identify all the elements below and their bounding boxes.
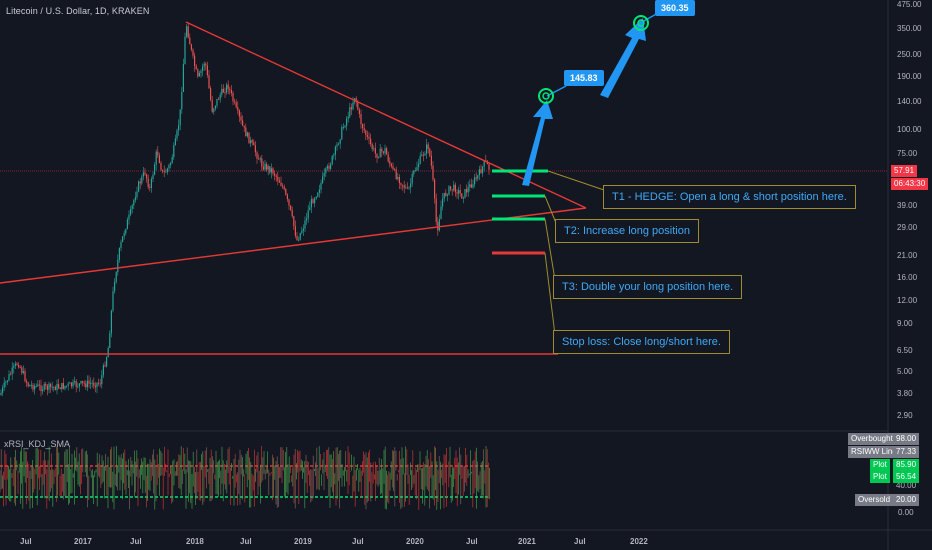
badge-label: Plot xyxy=(870,471,890,483)
target-2-tag[interactable]: 360.35 xyxy=(655,0,695,16)
time-label: 2019 xyxy=(294,537,312,546)
callout-t1[interactable]: T1 - HEDGE: Open a long & short position… xyxy=(603,185,856,209)
time-label: Jul xyxy=(20,537,32,546)
price-tick: 250.00 xyxy=(897,50,922,59)
badge-label: Oversold xyxy=(855,494,894,506)
badge-label: RSIWW Line xyxy=(848,446,900,458)
candlestick-series xyxy=(0,22,490,397)
badge-value: 98.00 xyxy=(893,433,920,445)
time-label: 2021 xyxy=(518,537,536,546)
target-1-connector xyxy=(546,85,567,97)
target-2-icon[interactable] xyxy=(633,15,649,31)
price-tick: 75.00 xyxy=(897,149,918,158)
badge-value: 85.90 xyxy=(893,459,920,471)
price-tick: 5.00 xyxy=(897,367,913,376)
time-label: Jul xyxy=(574,537,586,546)
indicator-tick: 40.00 xyxy=(896,481,917,490)
price-tick: 16.00 xyxy=(897,273,918,282)
price-tick: 3.80 xyxy=(897,389,913,398)
indicator-series xyxy=(0,446,490,510)
target-1-icon[interactable] xyxy=(538,88,554,104)
price-tick: 475.00 xyxy=(897,0,922,9)
badge-value: 20.00 xyxy=(893,494,920,506)
price-tick: 140.00 xyxy=(897,97,922,106)
callout-stop-loss[interactable]: Stop loss: Close long/short here. xyxy=(553,330,730,354)
time-label: 2022 xyxy=(630,537,648,546)
t2-leader xyxy=(544,195,557,224)
price-tick: 190.00 xyxy=(897,72,922,81)
price-tick: 29.00 xyxy=(897,223,918,232)
stop-loss-leader xyxy=(544,252,556,336)
time-label: Jul xyxy=(466,537,478,546)
price-tick: 2.90 xyxy=(897,411,913,420)
price-tick: 21.00 xyxy=(897,251,918,260)
indicator-tick: 0.00 xyxy=(898,508,914,517)
price-tick: 9.00 xyxy=(897,319,913,328)
target-1-tag[interactable]: 145.83 xyxy=(564,70,604,86)
price-tick: 12.00 xyxy=(897,296,918,305)
time-label: 2018 xyxy=(186,537,204,546)
price-tick: 100.00 xyxy=(897,125,922,134)
time-label: Jul xyxy=(130,537,142,546)
badge-label: Overbought xyxy=(848,433,896,445)
support-trendline[interactable] xyxy=(0,207,587,284)
t3-leader xyxy=(544,218,556,281)
countdown-badge: 06:43:30 xyxy=(891,178,929,190)
symbol-title[interactable]: Litecoin / U.S. Dollar, 1D, KRAKEN xyxy=(6,6,150,16)
time-label: Jul xyxy=(240,537,252,546)
time-label: Jul xyxy=(352,537,364,546)
time-label: 2017 xyxy=(74,537,92,546)
current-price-badge: 57.91 xyxy=(891,165,918,177)
time-label: 2020 xyxy=(406,537,424,546)
callout-t2[interactable]: T2: Increase long position xyxy=(555,219,699,243)
indicator-title[interactable]: xRSI_KDJ_SMA xyxy=(4,439,71,449)
badge-value: 77.33 xyxy=(893,446,920,458)
badge-value: 56.54 xyxy=(893,471,920,483)
arrow-up-2-icon[interactable] xyxy=(600,18,646,98)
badge-label: Plot xyxy=(870,459,890,471)
callout-t3[interactable]: T3: Double your long position here. xyxy=(553,275,743,299)
price-tick: 39.00 xyxy=(897,201,918,210)
t1-leader xyxy=(547,170,605,191)
arrow-up-1-icon[interactable] xyxy=(522,100,553,186)
price-tick: 6.50 xyxy=(897,346,913,355)
price-tick: 350.00 xyxy=(897,24,922,33)
resistance-trendline[interactable] xyxy=(185,21,587,209)
